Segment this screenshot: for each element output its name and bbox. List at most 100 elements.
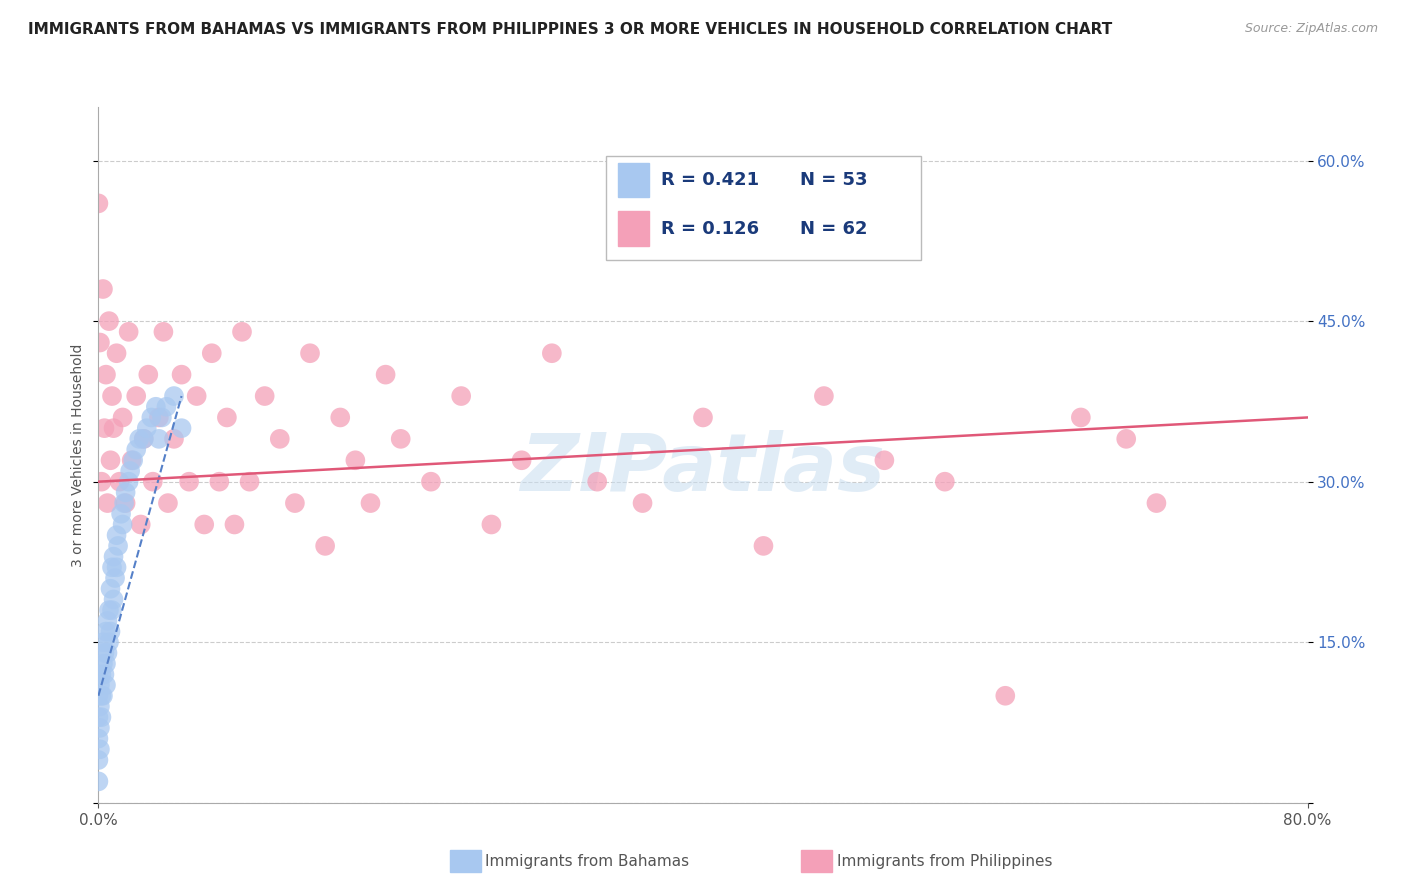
Point: [224, 517, 246, 532]
Point: [96, 614, 118, 628]
Point: [420, 475, 443, 489]
Point: [360, 496, 382, 510]
Point: [100, 582, 122, 596]
Point: [586, 475, 609, 489]
Point: [179, 475, 201, 489]
Point: [101, 603, 124, 617]
Point: [111, 517, 134, 532]
Point: [1070, 410, 1092, 425]
Point: [94, 368, 117, 382]
Point: [87, 196, 110, 211]
Point: [284, 496, 307, 510]
Point: [813, 389, 835, 403]
Point: [93, 646, 115, 660]
Point: [314, 539, 336, 553]
Point: [125, 389, 148, 403]
Bar: [619, 211, 648, 246]
Point: [90, 667, 112, 681]
Point: [118, 325, 141, 339]
Point: [141, 410, 163, 425]
Point: [91, 635, 114, 649]
Point: [93, 421, 115, 435]
Point: [752, 539, 775, 553]
Point: [101, 389, 124, 403]
Point: [118, 475, 141, 489]
Point: [104, 571, 127, 585]
Point: [94, 657, 117, 671]
Point: [129, 517, 152, 532]
Bar: [619, 162, 648, 197]
Point: [90, 689, 112, 703]
Text: N = 53: N = 53: [800, 171, 868, 189]
Point: [540, 346, 562, 360]
Point: [98, 314, 121, 328]
Point: [148, 410, 170, 425]
Point: [87, 731, 110, 746]
Point: [120, 464, 142, 478]
Point: [112, 496, 135, 510]
Point: [155, 400, 177, 414]
Point: [94, 678, 117, 692]
Point: [269, 432, 291, 446]
Point: [329, 410, 352, 425]
Point: [87, 753, 110, 767]
Text: Immigrants from Philippines: Immigrants from Philippines: [837, 855, 1052, 869]
Point: [163, 432, 186, 446]
Point: [163, 389, 186, 403]
FancyBboxPatch shape: [606, 156, 921, 260]
Point: [87, 667, 110, 681]
Point: [389, 432, 412, 446]
Text: R = 0.126: R = 0.126: [661, 219, 759, 238]
Point: [90, 710, 112, 724]
Point: [105, 560, 128, 574]
Point: [170, 421, 193, 435]
Point: [114, 496, 136, 510]
Point: [103, 421, 125, 435]
Point: [96, 496, 118, 510]
Point: [87, 710, 110, 724]
Point: [692, 410, 714, 425]
Point: [90, 475, 112, 489]
Point: [132, 432, 155, 446]
Point: [89, 699, 111, 714]
Point: [299, 346, 322, 360]
Point: [450, 389, 472, 403]
Point: [105, 528, 128, 542]
Point: [135, 421, 157, 435]
Point: [150, 410, 173, 425]
Point: [253, 389, 276, 403]
Point: [98, 603, 121, 617]
Point: [1115, 432, 1137, 446]
Point: [103, 592, 125, 607]
Point: [239, 475, 262, 489]
Point: [934, 475, 956, 489]
Point: [156, 496, 179, 510]
Point: [125, 442, 148, 457]
Point: [89, 742, 111, 756]
Point: [170, 368, 193, 382]
Point: [142, 475, 165, 489]
Point: [122, 453, 145, 467]
Point: [121, 453, 143, 467]
Point: [107, 539, 129, 553]
Point: [110, 507, 132, 521]
Point: [100, 624, 122, 639]
Point: [103, 549, 125, 564]
Point: [145, 400, 167, 414]
Point: [91, 282, 114, 296]
Text: N = 62: N = 62: [800, 219, 868, 238]
Point: [631, 496, 654, 510]
Point: [101, 560, 124, 574]
Text: R = 0.421: R = 0.421: [661, 171, 759, 189]
Point: [87, 774, 110, 789]
Text: ZIPatlas: ZIPatlas: [520, 430, 886, 508]
Point: [100, 453, 122, 467]
Point: [186, 389, 208, 403]
Point: [208, 475, 231, 489]
Point: [136, 368, 159, 382]
Point: [94, 624, 117, 639]
Text: IMMIGRANTS FROM BAHAMAS VS IMMIGRANTS FROM PHILIPPINES 3 OR MORE VEHICLES IN HOU: IMMIGRANTS FROM BAHAMAS VS IMMIGRANTS FR…: [28, 22, 1112, 37]
Point: [91, 657, 114, 671]
Point: [215, 410, 238, 425]
Point: [1144, 496, 1167, 510]
